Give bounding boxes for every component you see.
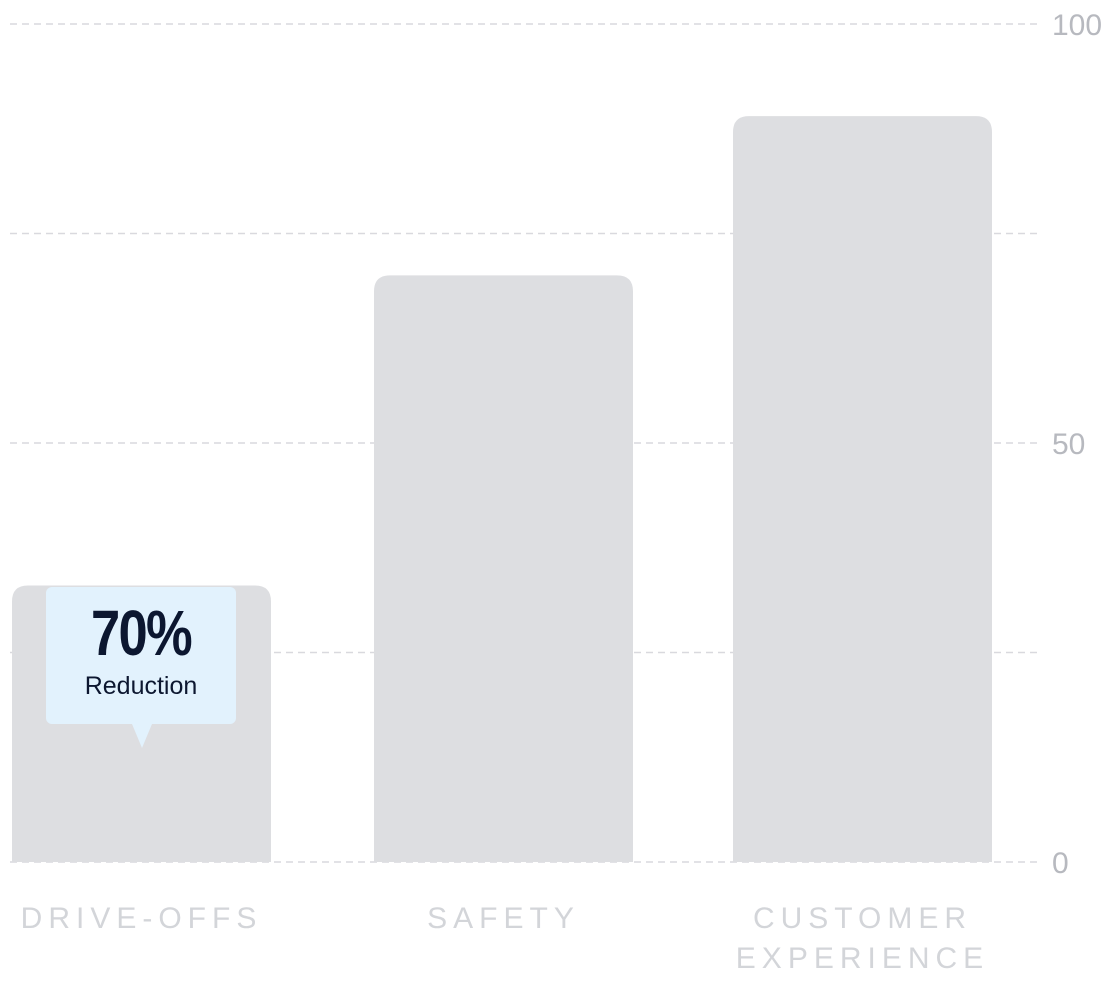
bar-customer-experience <box>733 116 992 863</box>
callout-label: Reduction <box>84 672 198 700</box>
x-category-label: EXPERIENCE <box>736 942 989 975</box>
y-tick-label-0: 0 <box>1052 847 1069 880</box>
value-callout: 70% Reduction <box>46 587 236 724</box>
callout-value: 70% <box>90 597 193 669</box>
x-category-label: DRIVE-OFFS <box>21 902 263 935</box>
y-tick-label-100: 100 <box>1052 9 1102 42</box>
x-category-label: SAFETY <box>427 902 580 935</box>
bars <box>12 116 992 863</box>
y-tick-label-50: 50 <box>1052 428 1085 461</box>
bar-safety <box>374 275 633 862</box>
x-category-label: CUSTOMER <box>753 902 972 935</box>
y-axis-tick-labels: 0 50 100 <box>1052 9 1102 880</box>
x-axis-category-labels: DRIVE-OFFS SAFETY CUSTOMER EXPERIENCE <box>21 902 989 975</box>
callout-pointer <box>132 724 152 748</box>
